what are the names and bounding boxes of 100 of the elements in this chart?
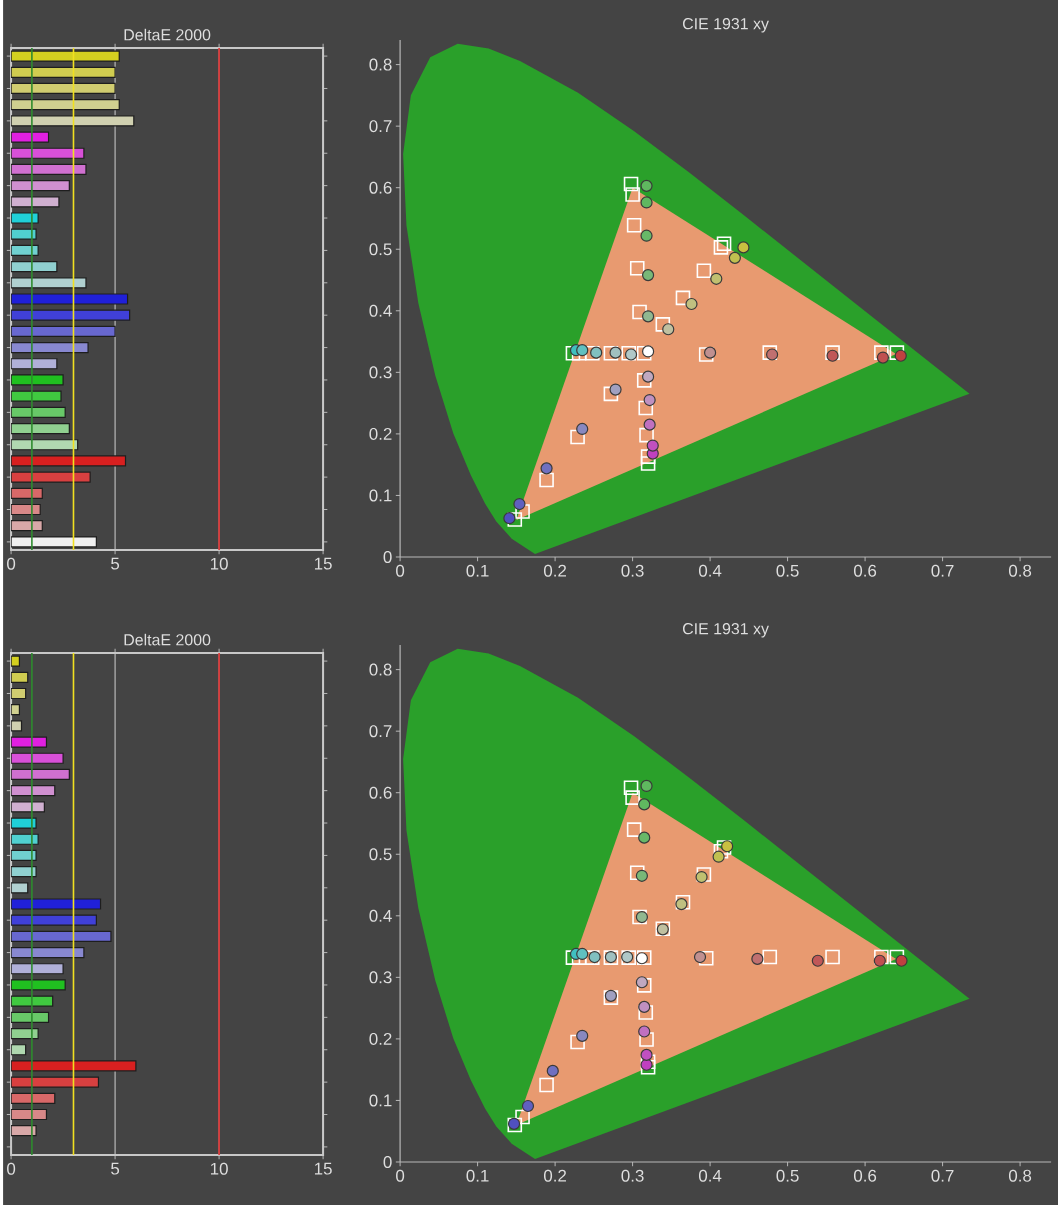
x-tick-label: 10 bbox=[210, 1162, 228, 1175]
point bbox=[503, 512, 516, 525]
chart-title: DeltaE 2000 bbox=[124, 28, 211, 41]
x-tick-label: 0 bbox=[396, 564, 405, 577]
x-tick-label: 10 bbox=[210, 557, 228, 570]
point bbox=[539, 1077, 554, 1093]
point bbox=[640, 229, 653, 242]
x-tick-label: 0.7 bbox=[931, 564, 954, 577]
point bbox=[576, 1029, 589, 1042]
x-tick-label: 0.1 bbox=[466, 1169, 489, 1182]
point bbox=[646, 439, 659, 452]
point bbox=[675, 290, 691, 306]
point bbox=[894, 349, 907, 362]
point bbox=[640, 1059, 656, 1075]
point bbox=[640, 196, 653, 209]
point bbox=[623, 176, 639, 192]
point bbox=[737, 241, 750, 254]
x-tick-label: 0.5 bbox=[776, 1169, 799, 1182]
point bbox=[696, 263, 712, 279]
point bbox=[625, 187, 640, 202]
point bbox=[873, 954, 886, 967]
point bbox=[546, 1064, 559, 1077]
point bbox=[874, 949, 889, 965]
point bbox=[513, 497, 526, 511]
x-tick-label: 0.2 bbox=[543, 564, 566, 577]
point bbox=[570, 1034, 585, 1050]
point bbox=[590, 346, 603, 359]
point bbox=[576, 344, 589, 357]
x-tick-label: 5 bbox=[111, 557, 120, 570]
point bbox=[540, 462, 553, 475]
point bbox=[728, 251, 741, 264]
x-tick-label: 0.3 bbox=[621, 564, 644, 577]
x-tick-label: 15 bbox=[314, 1162, 332, 1175]
point bbox=[655, 317, 671, 332]
point bbox=[638, 1005, 654, 1020]
point bbox=[638, 1000, 651, 1013]
point bbox=[721, 840, 734, 853]
point bbox=[710, 272, 723, 285]
x-tick-label: 0 bbox=[7, 557, 16, 570]
x-tick-label: 0.4 bbox=[698, 564, 722, 577]
y-tick-label: 0.3 bbox=[369, 971, 392, 984]
point bbox=[889, 345, 905, 360]
y-tick-label: 0.7 bbox=[369, 120, 392, 133]
point bbox=[576, 422, 589, 436]
y-tick-label: 0.5 bbox=[369, 848, 392, 861]
y-tick-label: 0.5 bbox=[369, 243, 392, 256]
y-tick-label: 0.6 bbox=[369, 181, 392, 194]
x-tick-label: 0.1 bbox=[466, 564, 489, 577]
point bbox=[640, 779, 653, 793]
y-tick-label: 0.3 bbox=[369, 366, 392, 379]
y-tick-label: 0.1 bbox=[369, 1094, 392, 1107]
point bbox=[639, 427, 654, 443]
point bbox=[825, 949, 840, 965]
point bbox=[640, 1048, 653, 1061]
point bbox=[643, 393, 656, 407]
point bbox=[588, 950, 601, 964]
y-tick-label: 0.8 bbox=[369, 58, 392, 71]
point bbox=[675, 898, 688, 911]
point bbox=[713, 240, 729, 255]
point bbox=[521, 1099, 535, 1113]
chart-title: CIE 1931 xy bbox=[682, 18, 769, 33]
point bbox=[641, 269, 655, 282]
point bbox=[539, 472, 554, 488]
point bbox=[636, 978, 652, 993]
x-tick-label: 0.3 bbox=[621, 1169, 644, 1182]
point bbox=[632, 304, 647, 320]
point bbox=[641, 370, 655, 383]
point bbox=[811, 954, 824, 967]
point bbox=[609, 383, 622, 396]
y-tick-label: 0.2 bbox=[369, 427, 392, 440]
y-tick-label: 0.4 bbox=[369, 909, 392, 922]
point bbox=[515, 1109, 530, 1125]
y-tick-label: 0.2 bbox=[369, 1032, 392, 1045]
point bbox=[626, 822, 642, 837]
point bbox=[638, 798, 651, 811]
x-tick-label: 0 bbox=[396, 1169, 405, 1182]
point bbox=[626, 217, 642, 233]
point bbox=[695, 870, 708, 884]
x-tick-label: 0.8 bbox=[1008, 564, 1032, 577]
point bbox=[609, 346, 622, 359]
point bbox=[638, 1025, 651, 1038]
point bbox=[662, 323, 675, 336]
y-tick-label: 0.1 bbox=[369, 489, 392, 502]
point bbox=[625, 790, 640, 805]
point bbox=[675, 894, 691, 910]
point bbox=[685, 297, 698, 311]
point bbox=[643, 418, 656, 431]
point bbox=[638, 400, 654, 416]
point bbox=[762, 949, 778, 965]
x-tick-label: 0.7 bbox=[931, 1169, 954, 1182]
point bbox=[638, 831, 651, 844]
x-tick-label: 5 bbox=[111, 1162, 120, 1175]
point bbox=[889, 949, 905, 965]
point bbox=[698, 950, 714, 966]
point bbox=[716, 236, 732, 252]
point bbox=[603, 386, 619, 402]
point bbox=[576, 947, 589, 961]
x-tick-label: 0 bbox=[7, 1162, 16, 1175]
point bbox=[635, 976, 648, 989]
point bbox=[826, 349, 839, 362]
